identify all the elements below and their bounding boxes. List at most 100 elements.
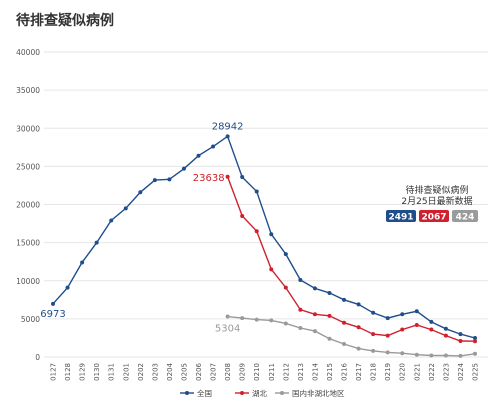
- data-point: [371, 348, 376, 353]
- info-badge-value: 424: [456, 213, 475, 223]
- x-tick-label: 0216: [341, 362, 349, 380]
- y-tick-label: 5000: [21, 315, 40, 324]
- data-point: [283, 321, 288, 326]
- data-point: [254, 229, 259, 234]
- data-point: [385, 316, 390, 321]
- data-point: [240, 213, 245, 218]
- x-tick-label: 0205: [180, 363, 188, 381]
- data-point: [123, 206, 128, 211]
- x-tick-label: 0129: [79, 363, 87, 381]
- series-line: [227, 315, 476, 357]
- data-point: [109, 218, 114, 223]
- x-tick-label: 0219: [384, 363, 392, 381]
- y-tick-label: 35000: [16, 86, 40, 95]
- data-point: [385, 350, 390, 355]
- x-tick-label: 0222: [428, 363, 436, 381]
- info-line-1: 待排查疑似病例: [405, 184, 468, 196]
- data-point: [458, 338, 463, 343]
- info-badge: [452, 210, 478, 222]
- legend-marker: [185, 391, 189, 395]
- data-point: [342, 297, 347, 302]
- data-point: [138, 190, 143, 195]
- x-tick-label: 0224: [457, 362, 465, 380]
- data-point: [371, 310, 376, 315]
- x-tick-label: 0212: [282, 363, 290, 381]
- data-point: [443, 333, 448, 338]
- data-point: [400, 327, 405, 332]
- x-tick-label: 0202: [137, 363, 145, 381]
- data-point: [298, 307, 303, 312]
- data-point: [225, 134, 230, 139]
- y-tick-label: 25000: [16, 162, 40, 171]
- data-point: [283, 285, 288, 290]
- y-tick-label: 30000: [16, 124, 40, 133]
- data-point: [400, 351, 405, 356]
- data-label: 5304: [215, 324, 240, 335]
- x-tick-label: 0223: [442, 363, 450, 381]
- data-point: [327, 290, 332, 295]
- data-point: [385, 333, 390, 338]
- data-point: [181, 166, 186, 171]
- legend-label: 国内非湖北地区: [292, 388, 345, 398]
- data-point: [473, 339, 477, 344]
- data-point: [254, 189, 259, 194]
- data-point: [152, 178, 157, 183]
- data-point: [225, 174, 230, 179]
- x-tick-label: 0206: [195, 362, 203, 380]
- data-point: [312, 329, 317, 334]
- x-tick-label: 0218: [370, 363, 378, 381]
- data-point: [94, 240, 99, 245]
- data-point: [167, 177, 172, 182]
- data-point: [240, 175, 245, 180]
- x-tick-label: 0128: [64, 363, 72, 381]
- data-point: [269, 232, 274, 237]
- data-point: [65, 285, 70, 290]
- x-tick-label: 0130: [93, 363, 101, 381]
- data-point: [240, 316, 245, 321]
- x-tick-label: 0211: [268, 363, 276, 381]
- data-point: [356, 302, 361, 307]
- data-label: 28942: [212, 121, 244, 132]
- x-tick-label: 0214: [311, 362, 319, 380]
- x-tick-label: 0221: [413, 363, 421, 381]
- data-point: [298, 277, 303, 282]
- legend-marker: [280, 391, 284, 395]
- data-point: [51, 301, 55, 306]
- info-badge: [386, 210, 416, 222]
- series-line: [226, 176, 476, 342]
- data-point: [458, 353, 463, 358]
- data-label: 23638: [193, 173, 225, 184]
- data-point: [298, 326, 303, 331]
- data-point: [443, 326, 448, 331]
- info-badge: [419, 210, 449, 222]
- data-point: [196, 153, 201, 158]
- y-tick-label: 10000: [16, 277, 40, 286]
- x-tick-label: 0220: [399, 363, 407, 381]
- series-line: [52, 135, 476, 339]
- data-point: [414, 309, 419, 314]
- data-point: [356, 346, 361, 351]
- data-point: [371, 332, 376, 337]
- data-point: [211, 144, 216, 149]
- legend-label: 全国: [197, 388, 212, 398]
- data-point: [429, 327, 434, 332]
- data-point: [312, 286, 317, 291]
- data-point: [327, 336, 332, 341]
- x-tick-label: 0131: [108, 363, 116, 381]
- y-tick-label: 20000: [16, 201, 40, 210]
- data-point: [80, 260, 85, 265]
- x-tick-label: 0127: [50, 363, 58, 381]
- x-tick-label: 0225: [472, 363, 480, 381]
- data-point: [269, 318, 274, 323]
- data-point: [342, 320, 347, 325]
- info-line-2: 2月25日最新数据: [401, 195, 472, 207]
- data-point: [269, 267, 274, 272]
- data-point: [327, 313, 332, 318]
- info-badge-value: 2067: [421, 213, 446, 223]
- x-tick-label: 0213: [297, 363, 305, 381]
- x-tick-label: 0208: [224, 363, 232, 381]
- data-point: [254, 317, 259, 322]
- data-point: [443, 353, 448, 358]
- x-tick-label: 0210: [253, 363, 261, 381]
